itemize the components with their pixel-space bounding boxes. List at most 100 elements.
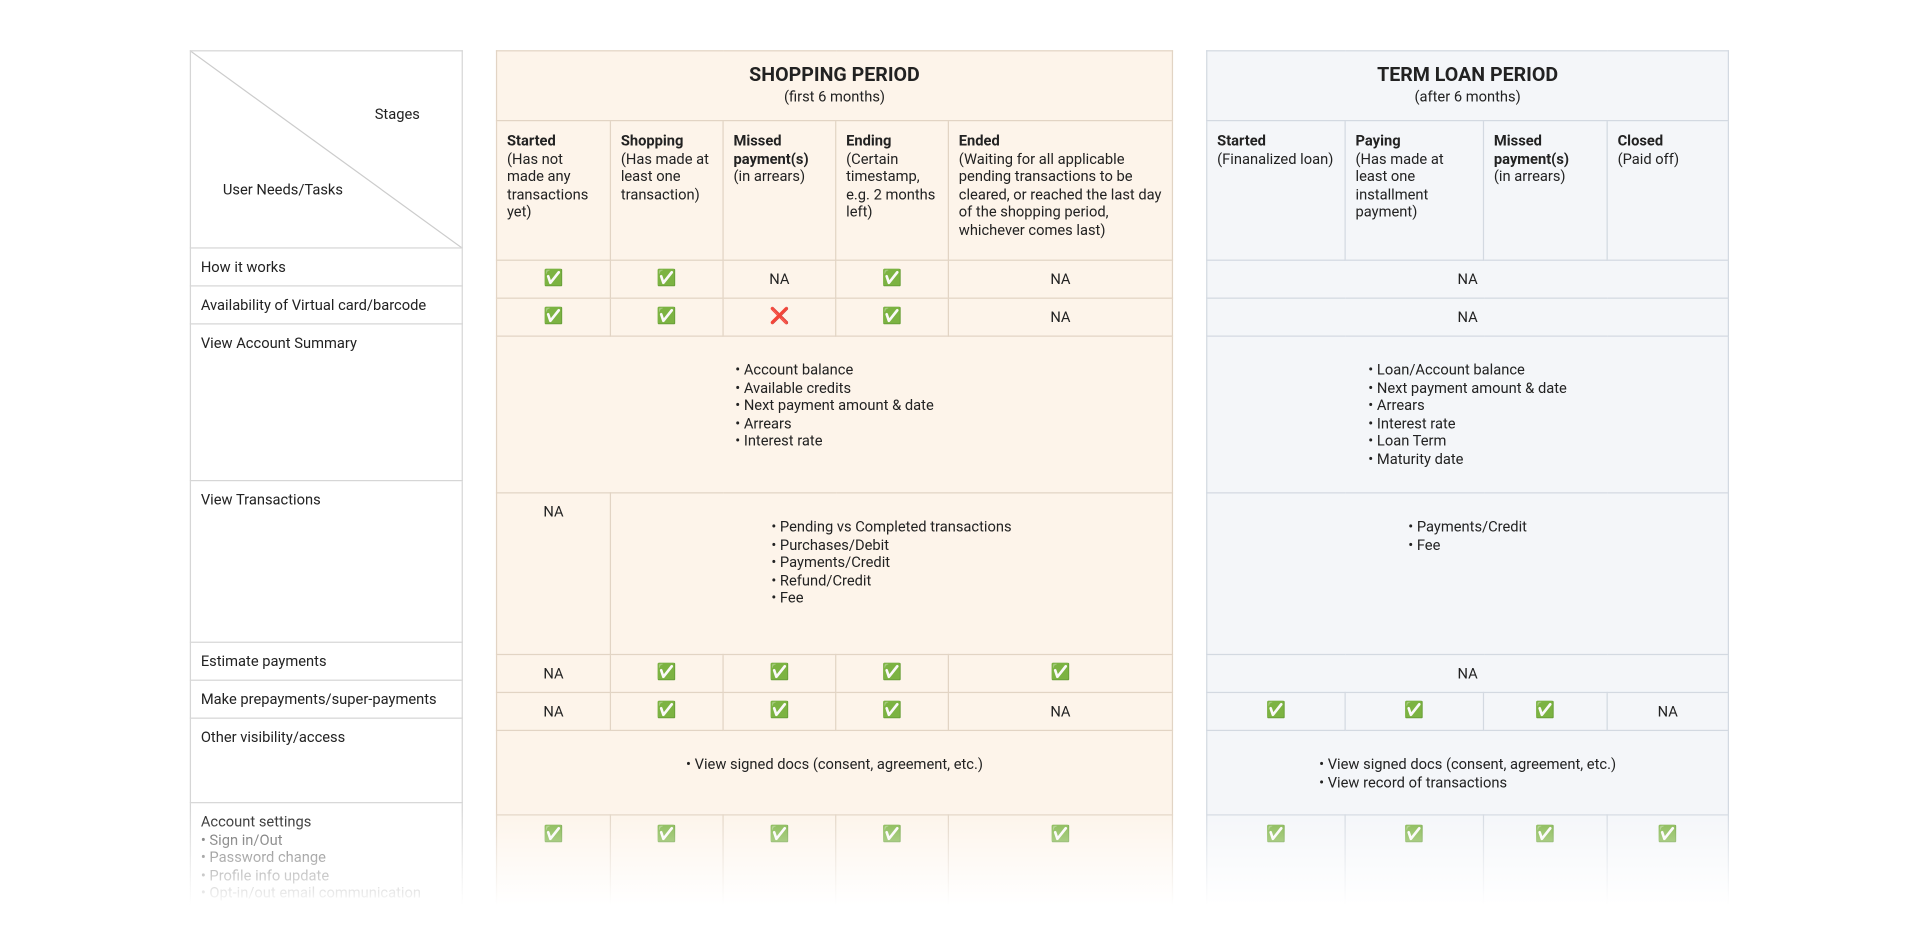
cell: Pending vs Completed transactionsPurchas… — [609, 492, 1174, 656]
cell: ✅ — [609, 259, 724, 299]
status-icon: ✅ — [882, 307, 902, 327]
cell: ✅ — [1344, 691, 1485, 732]
cell: NA — [1206, 297, 1730, 337]
title-row: TERM LOAN PERIOD (after 6 months) — [1206, 50, 1730, 122]
status-icon: ✅ — [656, 663, 677, 683]
cell: ✅ — [835, 259, 949, 299]
stage-name: Missed payment(s) — [1493, 132, 1570, 168]
cell: View signed docs (consent, agreement, et… — [495, 729, 1174, 816]
row-label-text: Availability of Virtual card/barcode — [200, 296, 427, 314]
bullet-item: Fee — [771, 589, 1011, 607]
bullet-list: View signed docs (consent, agreement, et… — [686, 756, 983, 774]
period-title: SHOPPING PERIOD — [749, 61, 920, 86]
stage-cell: Ending (Certain timestamp, e.g. 2 months … — [835, 120, 949, 261]
cell-text: NA — [769, 270, 790, 288]
bullet-list: View signed docs (consent, agreement, et… — [1319, 756, 1616, 792]
period-header: SHOPPING PERIOD (first 6 months) — [495, 50, 1174, 122]
bullet-item: Arrears — [735, 414, 934, 432]
cell: Payments/CreditFee — [1206, 492, 1730, 656]
bullet-list: Pending vs Completed transactionsPurchas… — [771, 518, 1012, 607]
stage-cell: Paying (Has made at least one installment… — [1344, 120, 1485, 261]
stage-cell: Started (Has not made any transactions ye… — [495, 120, 612, 261]
status-icon: ✅ — [543, 307, 564, 327]
row-label: Make prepayments/super-payments — [189, 679, 463, 719]
row: NA — [1206, 259, 1730, 299]
status-icon: ✅ — [1535, 701, 1556, 721]
cell-text: NA — [543, 503, 564, 521]
corner-top: Stages — [374, 105, 420, 123]
stage-desc: (Has made at least one installment payme… — [1355, 150, 1444, 221]
bullet-item: Payments/Credit — [1408, 518, 1527, 536]
stage-desc: (Certain timestamp, e.g. 2 months left) — [846, 150, 936, 221]
row: NA — [1206, 653, 1730, 694]
stage-name: Missed payment(s) — [733, 132, 809, 168]
row: NA Pending vs Completed transactionsPurch… — [495, 492, 1174, 656]
row-label-table: Stages User Needs/Tasks How it works Availa… — [189, 50, 463, 905]
bullet-item: Loan/Account balance — [1368, 361, 1567, 379]
row: Loan/Account balanceNext payment amount … — [1206, 335, 1730, 494]
term-loan-table: TERM LOAN PERIOD (after 6 months) Started(… — [1206, 50, 1730, 918]
bottom-fade — [0, 808, 1920, 940]
stage-desc: (Has made at least one transaction) — [620, 150, 709, 203]
cell-text: NA — [1457, 308, 1478, 326]
cell: NA — [495, 691, 612, 732]
bullet-item: Available credits — [735, 379, 934, 397]
stage-row: Started (Finanalized loan) Paying (Has made… — [1206, 120, 1730, 261]
row-label-text: Other visibility/access — [200, 728, 346, 746]
row: Availability of Virtual card/barcode — [189, 285, 463, 325]
row-label: How it works — [189, 247, 463, 287]
row-label: View Transactions — [189, 480, 463, 643]
period-subtitle: (first 6 months) — [783, 88, 886, 106]
cell: ✅ — [722, 653, 837, 694]
stage-row: Started (Has not made any transactions ye… — [495, 120, 1174, 261]
stage-desc: (Finanalized loan) — [1217, 150, 1334, 168]
status-icon: ✅ — [543, 269, 564, 289]
bullet-item: Next payment amount & date — [735, 397, 934, 415]
bullet-item: Arrears — [1368, 397, 1567, 415]
stage-cell: Missed payment(s) (in arrears) — [1482, 120, 1608, 261]
cell: Account balanceAvailable creditsNext pay… — [495, 335, 1174, 494]
bullet-list: Payments/CreditFee — [1408, 518, 1527, 554]
header-row: Stages User Needs/Tasks — [189, 50, 463, 249]
stage-desc: (in arrears) — [1493, 167, 1566, 185]
stage-name: Closed — [1617, 132, 1664, 150]
status-icon: ✅ — [882, 663, 902, 683]
status-icon: ✅ — [1266, 701, 1286, 721]
stage-name: Started — [1217, 132, 1266, 150]
bullet-item: View signed docs (consent, agreement, et… — [686, 756, 983, 774]
corner-bottom: User Needs/Tasks — [222, 181, 343, 199]
bullet-item: View record of transactions — [1319, 773, 1616, 791]
status-icon: ✅ — [1050, 663, 1071, 683]
stage-desc: (Waiting for all applicable pending tran… — [958, 150, 1162, 239]
cell: ✅ — [609, 691, 724, 732]
cell: NA — [722, 259, 837, 299]
row: Payments/CreditFee — [1206, 492, 1730, 656]
row: View Account Summary — [189, 323, 463, 482]
status-icon: ✅ — [769, 701, 790, 721]
stage-name: Shopping — [620, 132, 684, 150]
row: View signed docs (consent, agreement, et… — [495, 729, 1174, 816]
cell-text: NA — [1457, 664, 1478, 682]
row-label-text: Make prepayments/super-payments — [200, 690, 437, 708]
bullet-item: Refund/Credit — [771, 571, 1011, 589]
status-icon: ❌ — [769, 307, 790, 327]
bullet-item: Purchases/Debit — [771, 536, 1011, 554]
cell: View signed docs (consent, agreement, et… — [1206, 729, 1730, 816]
stage-desc: (in arrears) — [733, 167, 806, 185]
cell: Loan/Account balanceNext payment amount … — [1206, 335, 1730, 494]
cell: NA — [947, 297, 1174, 337]
row: ✅ ✅ ✅ NA — [1206, 691, 1730, 732]
stage-name: Paying — [1355, 132, 1401, 150]
bullet-item: Maturity date — [1368, 450, 1567, 468]
stage-name: Ended — [958, 132, 1000, 150]
bullet-item: View signed docs (consent, agreement, et… — [1319, 756, 1616, 774]
cell: NA — [495, 492, 612, 656]
bullet-item: Payments/Credit — [771, 553, 1011, 571]
cell: ✅ — [835, 653, 949, 694]
title-row: SHOPPING PERIOD (first 6 months) — [495, 50, 1174, 122]
row-label-text: Estimate payments — [200, 652, 327, 670]
stage-name: Started — [506, 132, 556, 150]
period-title: TERM LOAN PERIOD — [1377, 61, 1559, 86]
row-label: Availability of Virtual card/barcode — [189, 285, 463, 325]
row: ✅ ✅ NA ✅ NA — [495, 259, 1174, 299]
